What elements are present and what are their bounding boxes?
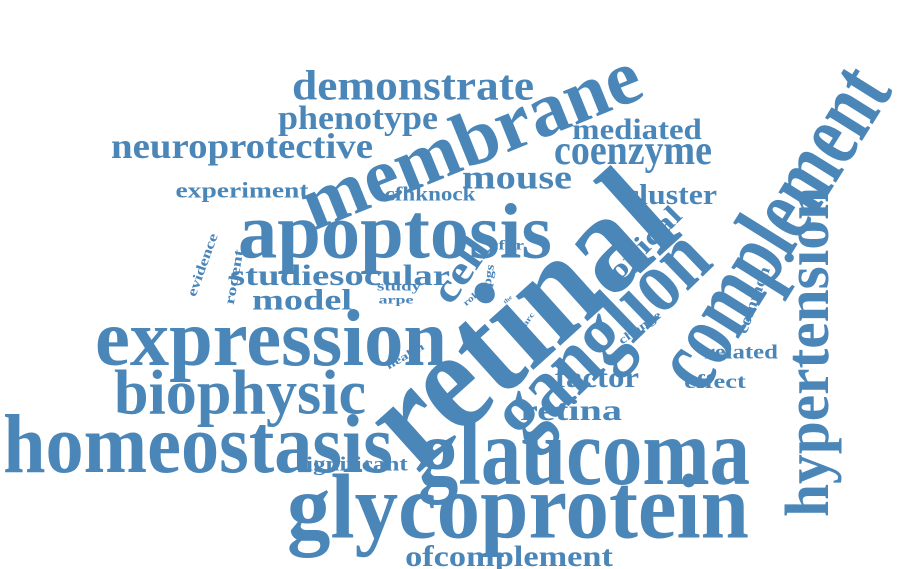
word-arpe: arpe xyxy=(379,293,414,306)
word-mouse: mouse xyxy=(462,159,572,196)
word-demonstrate: demonstrate xyxy=(292,63,534,109)
word-retina: retina xyxy=(520,393,622,427)
word-significant: significant xyxy=(296,453,408,475)
word-studiesocular: studiesocular xyxy=(230,258,450,292)
word-the: the xyxy=(502,294,513,305)
word-hypertension: hypertension xyxy=(774,187,842,517)
word-apoptosis: apoptosis xyxy=(238,188,552,275)
word-cfhr: cfhr xyxy=(490,237,525,253)
word-related: related xyxy=(704,341,778,363)
word-ofcomplement: ofcomplement xyxy=(405,539,613,569)
word-neuroprotective: neuroprotective xyxy=(111,127,373,166)
word-phenotype: phenotype xyxy=(278,99,438,137)
word-coenzyme: coenzyme xyxy=(554,126,712,173)
word-cluster: cluster xyxy=(625,180,717,211)
word-evidence: evidence xyxy=(185,231,221,298)
word-biophysic: biophysic xyxy=(114,356,366,427)
word-glaucoma: glaucoma xyxy=(418,400,750,506)
word-glycoprotein: glycoprotein xyxy=(287,456,749,558)
word-expression: expression xyxy=(95,295,447,384)
word-homeostasis: homeostasis xyxy=(3,399,393,491)
word-factor: factor xyxy=(555,360,639,393)
word-tpgs: tpgs xyxy=(479,263,497,293)
word-experiment: experiment xyxy=(175,179,309,203)
word-study: study xyxy=(377,278,422,294)
word-model: model xyxy=(252,283,352,316)
word-mediated: mediated xyxy=(572,112,702,145)
word-effect: effect xyxy=(684,371,746,393)
word-cfhknock: cfhknock xyxy=(385,183,476,205)
